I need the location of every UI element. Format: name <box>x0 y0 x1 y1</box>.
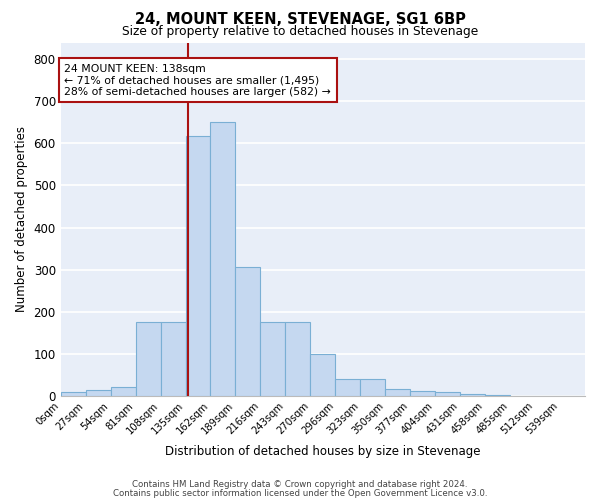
Text: Contains HM Land Registry data © Crown copyright and database right 2024.: Contains HM Land Registry data © Crown c… <box>132 480 468 489</box>
Bar <box>61 392 86 396</box>
Bar <box>161 322 185 396</box>
Bar <box>260 322 286 396</box>
Bar <box>286 322 310 396</box>
Bar <box>485 395 510 396</box>
X-axis label: Distribution of detached houses by size in Stevenage: Distribution of detached houses by size … <box>165 444 481 458</box>
Text: Size of property relative to detached houses in Stevenage: Size of property relative to detached ho… <box>122 25 478 38</box>
Bar <box>110 388 136 396</box>
Bar <box>335 379 360 396</box>
Text: Contains public sector information licensed under the Open Government Licence v3: Contains public sector information licen… <box>113 488 487 498</box>
Bar <box>360 379 385 396</box>
Bar <box>86 390 110 396</box>
Bar <box>211 122 235 396</box>
Bar <box>185 136 211 396</box>
Y-axis label: Number of detached properties: Number of detached properties <box>15 126 28 312</box>
Bar <box>136 322 161 396</box>
Bar <box>310 354 335 396</box>
Bar <box>235 268 260 396</box>
Bar <box>385 390 410 396</box>
Text: 24 MOUNT KEEN: 138sqm
← 71% of detached houses are smaller (1,495)
28% of semi-d: 24 MOUNT KEEN: 138sqm ← 71% of detached … <box>64 64 331 96</box>
Bar <box>410 392 435 396</box>
Bar <box>460 394 485 396</box>
Text: 24, MOUNT KEEN, STEVENAGE, SG1 6BP: 24, MOUNT KEEN, STEVENAGE, SG1 6BP <box>134 12 466 28</box>
Bar <box>435 392 460 396</box>
